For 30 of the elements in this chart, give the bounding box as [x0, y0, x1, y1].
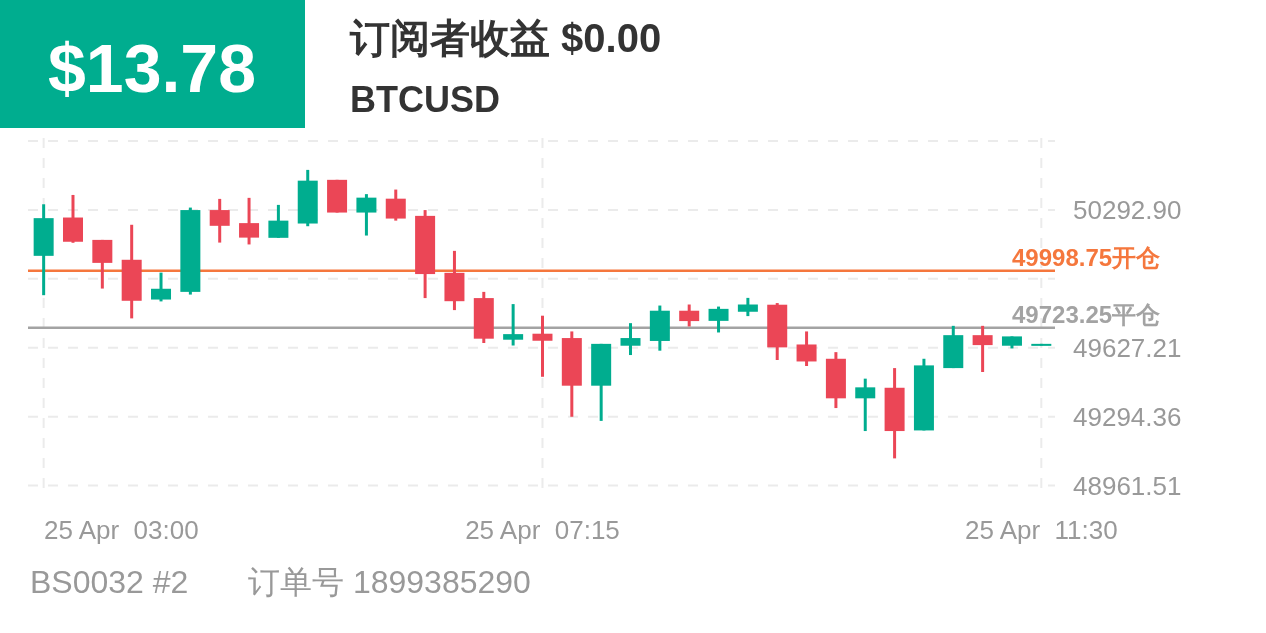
x-tick-label: 25 Apr 11:30 — [964, 515, 1118, 545]
candlestick — [620, 323, 641, 357]
candlestick — [268, 203, 289, 238]
text: 订单号 1899385290 — [248, 564, 531, 600]
candlestick — [796, 331, 817, 367]
text: $13.78 — [48, 30, 256, 106]
candlestick — [239, 196, 260, 245]
candlestick — [92, 238, 113, 289]
y-tick-label: 48961.51 — [1073, 470, 1182, 501]
candlestick — [972, 324, 993, 373]
candlestick — [532, 315, 553, 377]
ref-line-label: 49998.75开仓 — [1012, 243, 1162, 271]
chart-subtitle: BTCUSD — [350, 79, 500, 120]
ref-line-label: 49723.25平仓 — [1012, 300, 1162, 328]
candlestick — [209, 197, 230, 243]
y-tick-label: 49294.36 — [1073, 401, 1182, 432]
y-tick-label: 49627.21 — [1073, 332, 1182, 363]
candlestick — [708, 306, 729, 333]
chart-title: 订阅者收益 $0.00 — [349, 16, 662, 60]
x-tick-label: 25 Apr 03:00 — [44, 515, 199, 545]
candlestick — [737, 296, 758, 318]
candlestick — [385, 189, 406, 221]
candlestick — [503, 304, 524, 346]
candlestick — [855, 378, 876, 433]
candlestick — [151, 272, 172, 302]
candlestick — [679, 304, 700, 327]
y-tick-label: 50292.90 — [1073, 194, 1182, 225]
x-tick-label: 25 Apr 07:15 — [465, 515, 620, 545]
text: BS0032 #2 — [30, 564, 189, 600]
candlestick — [356, 194, 377, 236]
